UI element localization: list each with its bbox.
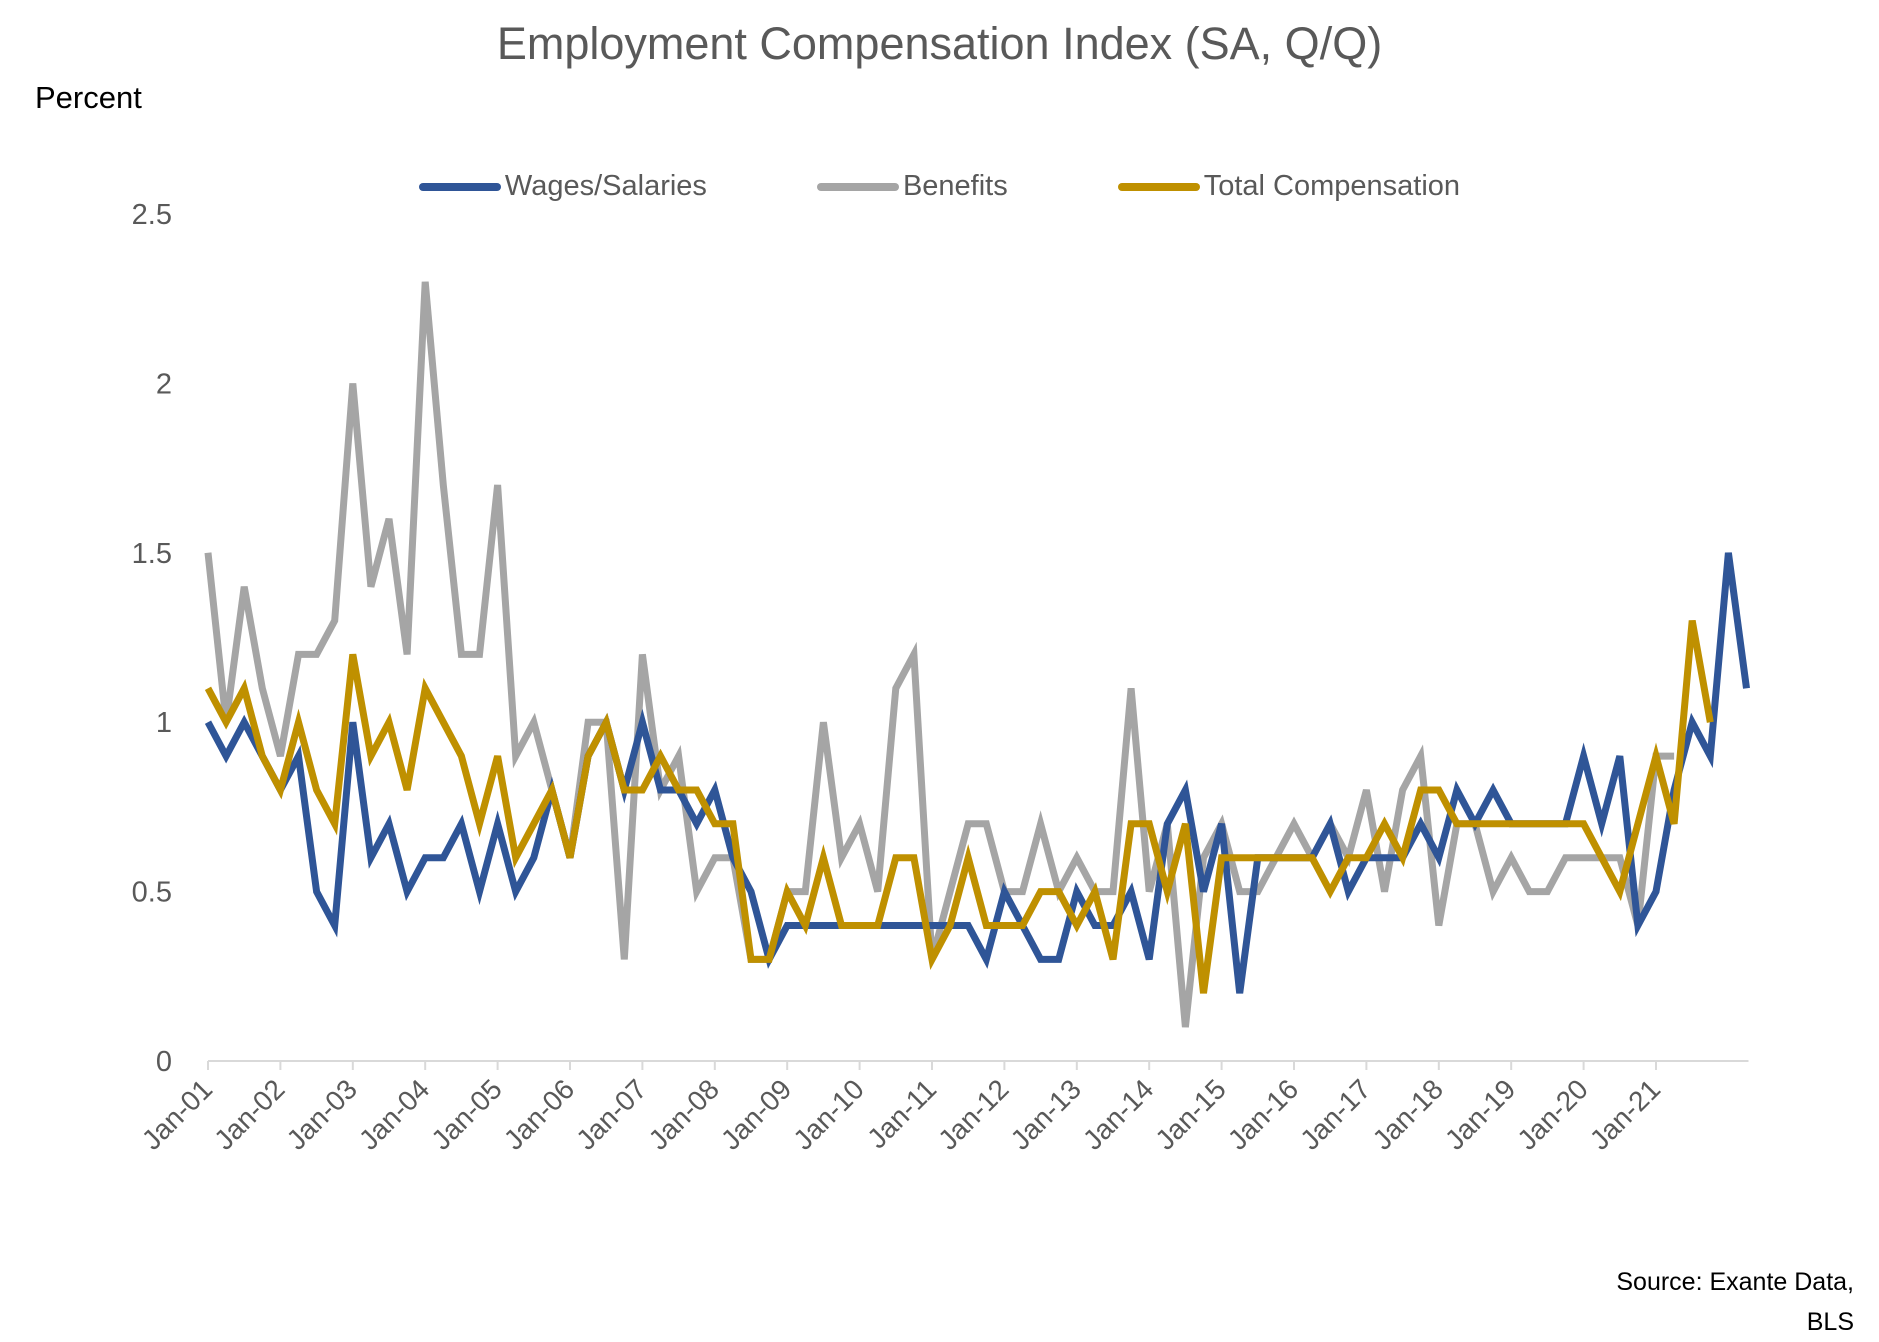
- x-tick-label: Jan-08: [643, 1073, 725, 1155]
- source-note: Source: Exante Data, BLS: [1616, 1262, 1854, 1342]
- y-tick-label: 0: [156, 1046, 172, 1078]
- legend-swatch-total: [1117, 182, 1200, 191]
- x-tick-label: Jan-01: [136, 1073, 218, 1155]
- x-tick-label: Jan-16: [1222, 1073, 1304, 1155]
- legend-item-benefits: Benefits: [816, 170, 1008, 203]
- legend-swatch-wages: [418, 182, 501, 191]
- source-line-2: BLS: [1806, 1308, 1854, 1336]
- x-tick-label: Jan-13: [1005, 1073, 1087, 1155]
- source-line-1: Source: Exante Data,: [1616, 1268, 1854, 1296]
- x-tick-label: Jan-10: [787, 1073, 869, 1155]
- series-line-wages: [204, 552, 1750, 994]
- axes: 00.511.522.5Jan-01Jan-02Jan-03Jan-04Jan-…: [132, 199, 1749, 1156]
- x-tick-label: Jan-06: [498, 1073, 580, 1155]
- series-line-total: [204, 619, 1714, 994]
- legend-item-wages: Wages/Salaries: [418, 170, 707, 203]
- y-tick-label: 2: [156, 368, 172, 400]
- y-tick-label: 1: [156, 707, 172, 739]
- legend-label-wages: Wages/Salaries: [504, 170, 707, 202]
- x-tick-label: Jan-04: [353, 1073, 435, 1155]
- legend-label-benefits: Benefits: [902, 170, 1008, 202]
- x-tick-label: Jan-14: [1077, 1073, 1159, 1155]
- y-axis-label: Percent: [35, 80, 142, 115]
- x-tick-label: Jan-12: [932, 1073, 1014, 1155]
- x-tick-label: Jan-17: [1294, 1073, 1376, 1155]
- legend-swatch-benefits: [816, 182, 899, 191]
- x-tick-label: Jan-09: [715, 1073, 797, 1155]
- chart-title: Employment Compensation Index (SA, Q/Q): [496, 18, 1383, 69]
- x-tick-label: Jan-21: [1584, 1073, 1666, 1155]
- y-tick-label: 0.5: [132, 877, 172, 909]
- x-tick-label: Jan-11: [861, 1073, 942, 1154]
- x-tick-label: Jan-05: [425, 1073, 507, 1155]
- x-tick-label: Jan-15: [1149, 1073, 1231, 1155]
- legend-label-total: Total Compensation: [1203, 170, 1461, 202]
- legend-item-total: Total Compensation: [1117, 170, 1461, 203]
- series-lines: [204, 281, 1750, 1028]
- series-line-benefits: [204, 281, 1675, 1028]
- x-tick-label: Jan-03: [281, 1073, 363, 1155]
- x-tick-label: Jan-02: [208, 1073, 290, 1155]
- x-tick-label: Jan-20: [1511, 1073, 1593, 1155]
- y-tick-label: 2.5: [132, 199, 172, 231]
- x-tick-label: Jan-18: [1367, 1073, 1449, 1155]
- x-tick-label: Jan-19: [1439, 1073, 1521, 1155]
- x-tick-label: Jan-07: [570, 1073, 652, 1155]
- y-tick-label: 1.5: [132, 538, 172, 570]
- legend: Wages/Salaries Benefits Total Compensati…: [0, 170, 1879, 203]
